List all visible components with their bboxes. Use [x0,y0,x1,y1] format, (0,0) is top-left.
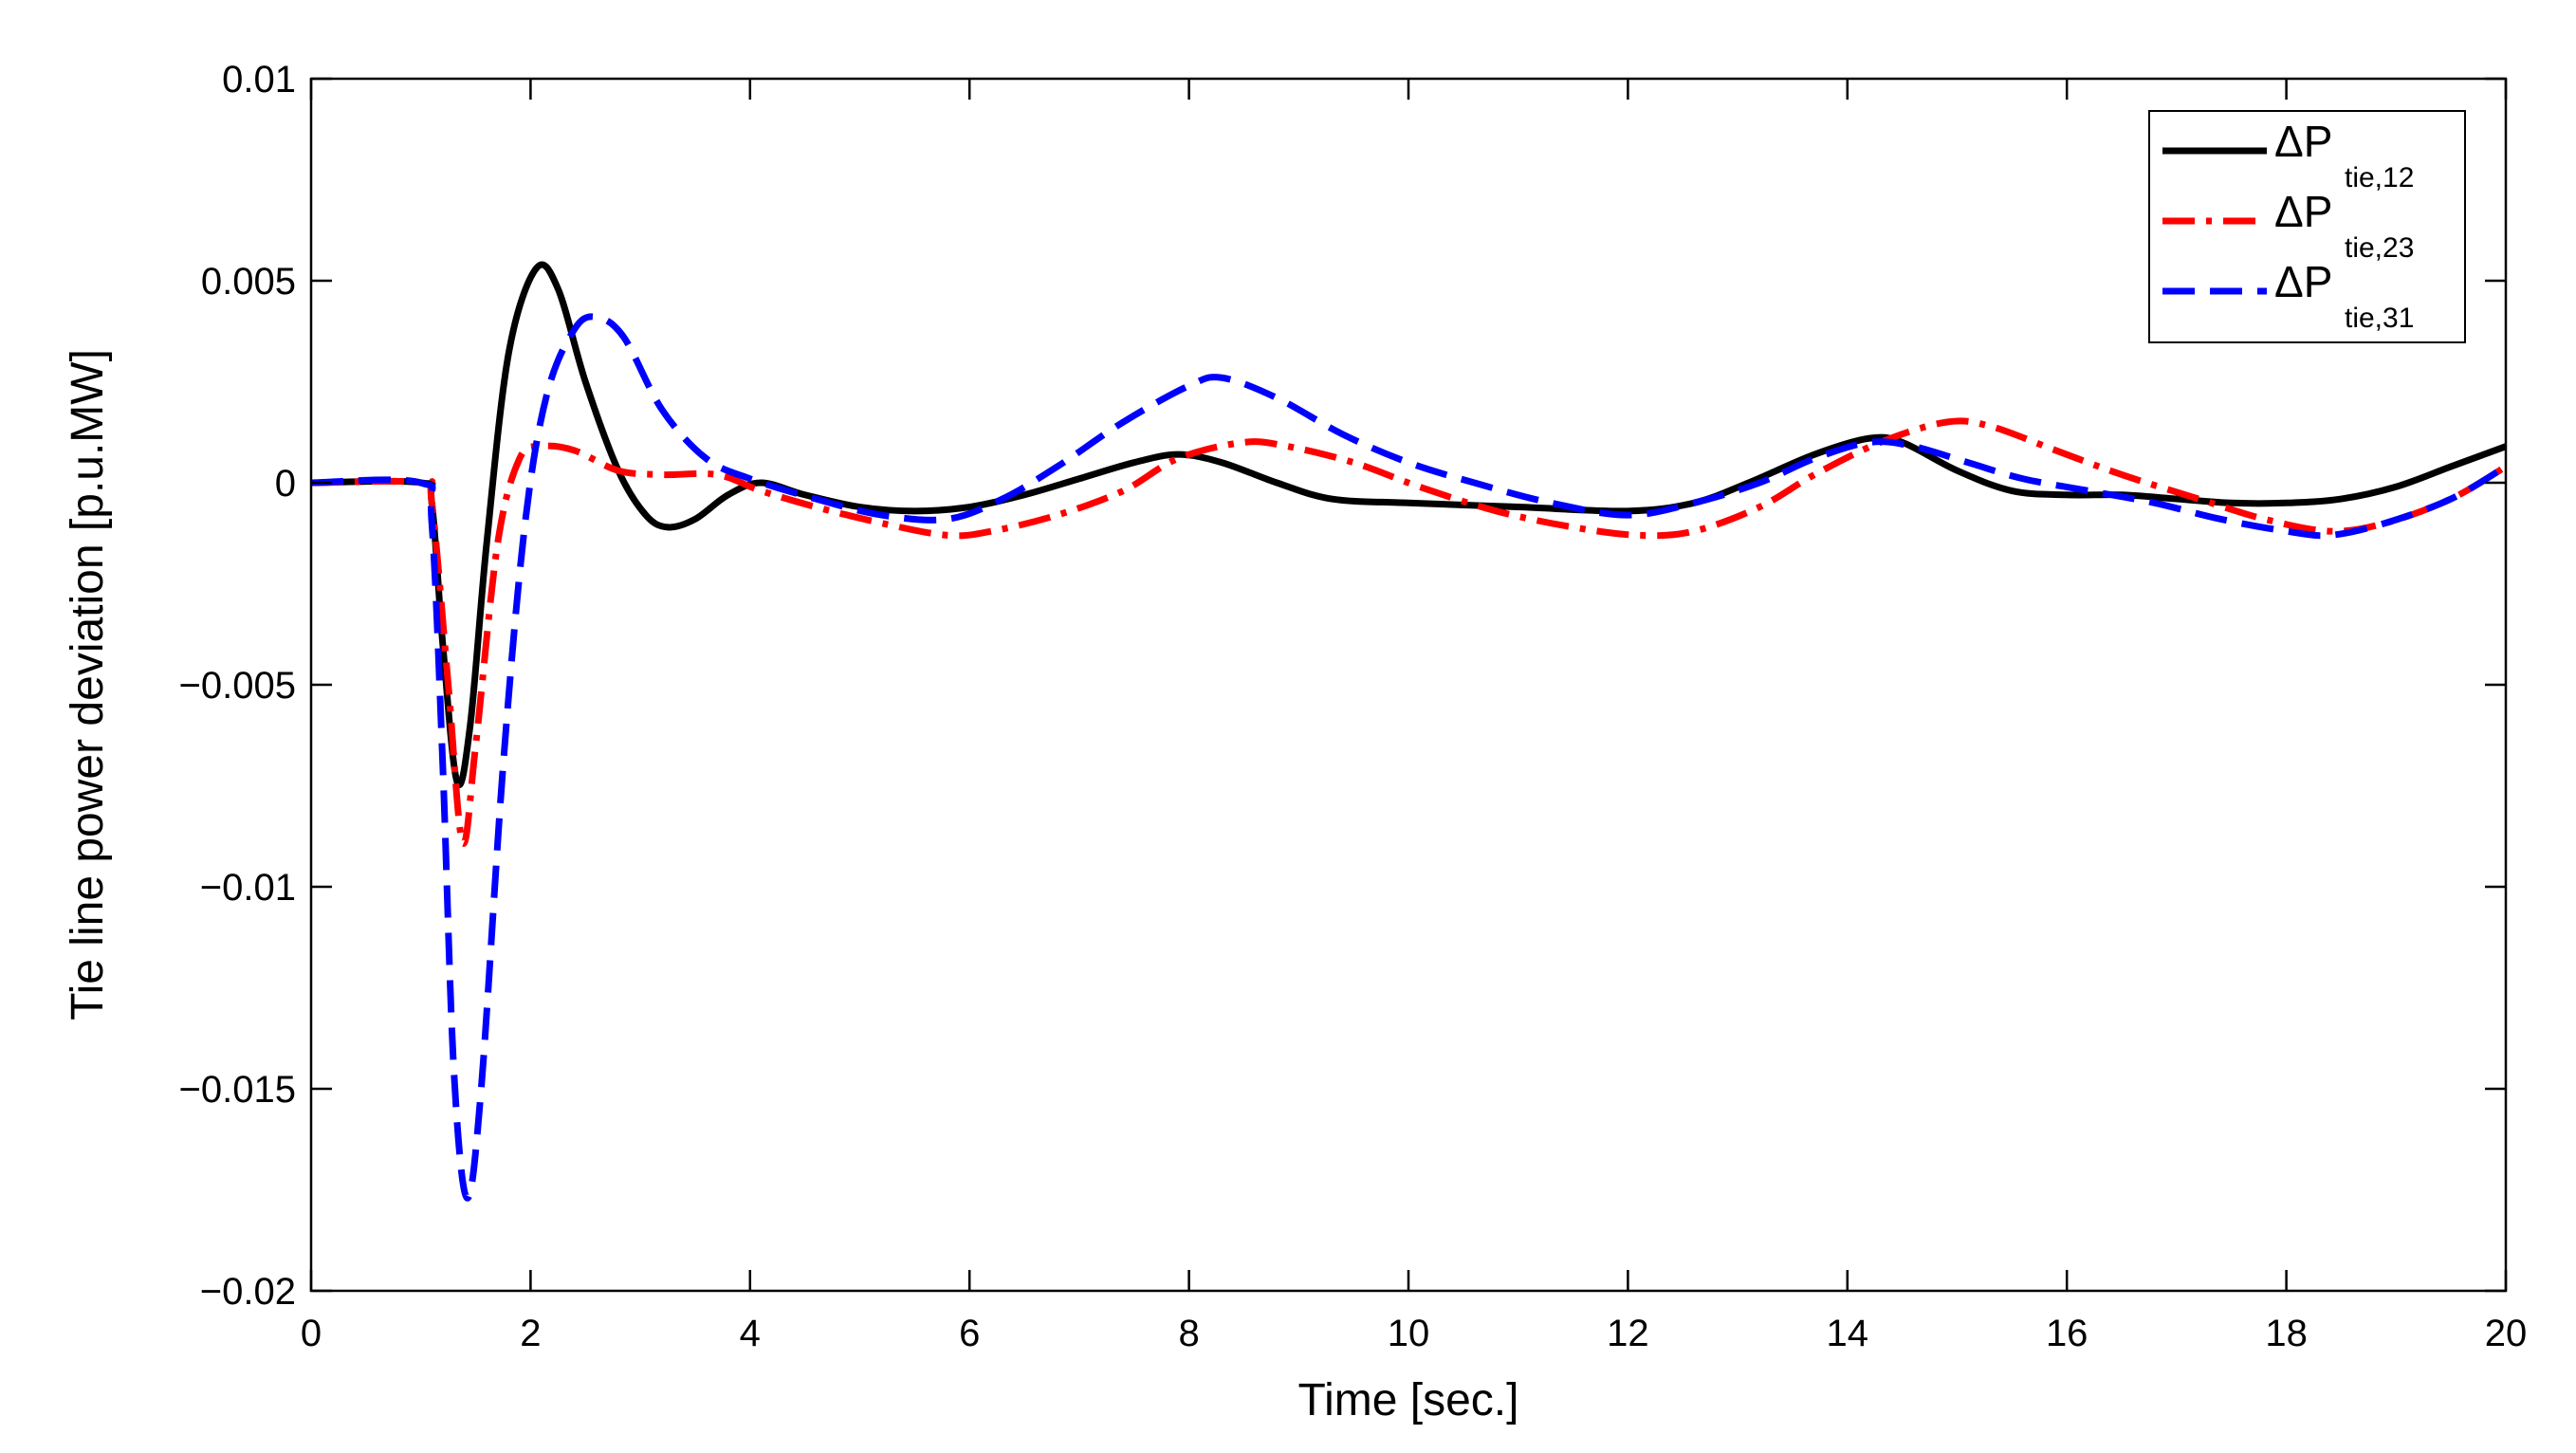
legend-entries: ΔP tie,12 ΔP tie,23 ΔP tie,31 [2162,117,2414,334]
legend-label-1: ΔP [2274,117,2332,166]
legend-sublabel-3: tie,31 [2345,303,2414,334]
x-tick-label: 18 [2265,1313,2308,1354]
x-tick-label: 12 [1607,1313,1649,1354]
y-tick-label: 0 [275,463,296,505]
x-tick-label: 0 [301,1313,322,1354]
x-tick-label: 8 [1178,1313,1199,1354]
x-tick-label: 2 [520,1313,541,1354]
legend-sublabel-1: tie,12 [2345,162,2414,193]
legend: ΔP tie,12 ΔP tie,23 ΔP tie,31 [2148,110,2466,343]
y-tick-label: 0.01 [222,59,296,101]
plot-frame [309,77,2508,1293]
x-tick-label: 10 [1388,1313,1430,1354]
y-tick-label: −0.005 [179,665,296,707]
legend-label-3: ΔP [2274,257,2332,306]
x-tick-labels: 0 2 4 6 8 10 12 14 16 18 20 [301,1313,2527,1354]
y-tick-label: −0.015 [179,1069,296,1111]
series-line-3 [310,313,2508,1202]
series-layer [310,261,2508,1202]
x-tick-label: 14 [1827,1313,1869,1354]
series-line-2 [310,417,2508,847]
y-tick-label: −0.02 [200,1271,296,1313]
plot-background [311,79,2506,1291]
y-tick-label: −0.01 [200,867,296,909]
x-tick-label: 16 [2046,1313,2088,1354]
x-tick-label: 20 [2485,1313,2528,1354]
ticks-layer [309,77,2508,1293]
y-axis-title: Tie line power deviation [p.u.MW] [63,349,113,1021]
series-line-1 [310,261,2508,789]
x-tick-label: 4 [740,1313,761,1354]
legend-label-2: ΔP [2274,187,2332,236]
legend-sublabel-2: tie,23 [2345,232,2414,264]
x-tick-label: 6 [959,1313,980,1354]
y-tick-labels: 0.01 0.005 0 −0.005 −0.01 −0.015 −0.02 [179,59,296,1313]
y-tick-label: 0.005 [201,261,296,303]
x-axis-title: Time [sec.] [1298,1375,1519,1425]
